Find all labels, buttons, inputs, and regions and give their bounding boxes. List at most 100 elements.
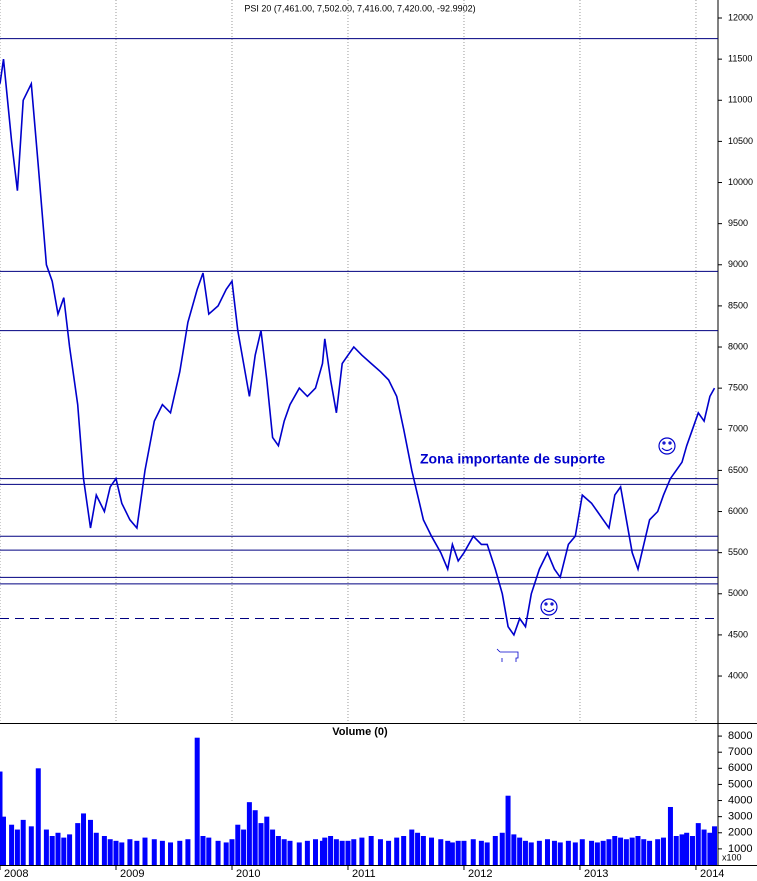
volume-bar (401, 835, 407, 865)
volume-bar (55, 832, 61, 865)
volume-bar (667, 806, 673, 865)
y-tick-label: 10500 (728, 136, 753, 146)
volume-bar (223, 842, 229, 865)
volume-bar (119, 842, 125, 865)
volume-bar (492, 835, 498, 865)
x-tick-label: 2014 (700, 868, 724, 880)
volume-bar (449, 842, 455, 865)
volume-bar (701, 829, 707, 865)
y-tick-label: 6500 (728, 465, 748, 475)
x-tick-label: 2009 (120, 868, 144, 880)
volume-bar (28, 826, 34, 865)
volume-bar (528, 842, 534, 865)
x-tick-label: 2013 (584, 868, 608, 880)
volume-bar (270, 829, 276, 865)
volume-bar (551, 840, 557, 865)
volume-bar (235, 824, 241, 865)
y-tick-label: 11000 (728, 95, 752, 105)
volume-bar (9, 824, 15, 865)
volume-bar (606, 839, 612, 865)
volume-bar (695, 823, 701, 865)
volume-bar (684, 832, 690, 865)
volume-bar (499, 832, 505, 865)
volume-bar (511, 834, 517, 865)
y-tick-label: 9000 (728, 259, 748, 269)
volume-bar (0, 816, 6, 865)
x-tick-label: 2010 (236, 868, 260, 880)
volume-bar (264, 816, 270, 865)
volume-bar (536, 840, 542, 865)
smiley-icons (496, 437, 676, 662)
volume-bar (304, 840, 310, 865)
volume-bar (75, 823, 81, 865)
volume-multiplier: x100 (722, 852, 742, 862)
volume-bar (339, 840, 345, 865)
volume-bar (35, 768, 41, 865)
volume-bar (258, 823, 264, 865)
volume-bar (87, 819, 93, 865)
y-tick-label: 9500 (728, 218, 748, 228)
volume-bar (655, 839, 661, 865)
volume-bar (522, 840, 528, 865)
volume-bar (377, 839, 383, 865)
volume-bar (689, 835, 695, 865)
x-tick-label: 2011 (352, 868, 376, 880)
volume-bar (544, 839, 550, 865)
y-tick-label: 6000 (728, 506, 748, 516)
volume-bar (470, 839, 476, 865)
volume-bar (557, 842, 563, 865)
volume-bar (478, 840, 484, 865)
volume-bar (67, 834, 73, 865)
volume-bar (679, 834, 685, 865)
volume-bar (328, 835, 334, 865)
volume-bar (415, 832, 421, 865)
volume-bar (409, 829, 415, 865)
volume-bar (438, 839, 444, 865)
volume-bar (43, 829, 49, 865)
volume-bar (660, 837, 666, 865)
volume-bar (296, 842, 302, 865)
volume-bar (517, 837, 523, 865)
volume-bar (113, 840, 119, 865)
volume-bar (629, 837, 635, 865)
y-tick-label: 8000 (728, 730, 752, 742)
y-tick-label: 8500 (728, 300, 748, 310)
y-tick-label: 1000 (728, 843, 752, 855)
y-tick-label: 5500 (728, 547, 748, 557)
price-line (0, 58, 716, 637)
y-tick-label: 3000 (728, 811, 752, 823)
volume-bar (134, 840, 140, 865)
x-tick-label: 2008 (4, 868, 28, 880)
volume-bar (81, 813, 87, 865)
volume-bar (572, 842, 578, 865)
volume-bar (594, 842, 600, 865)
volume-bar (368, 835, 374, 865)
volume-bar (635, 835, 641, 865)
volume-bar (215, 840, 221, 865)
y-tick-label: 4500 (728, 629, 748, 639)
y-tick-label: 7000 (728, 746, 752, 758)
volume-bar (14, 829, 20, 865)
volume-bar (229, 839, 235, 865)
volume-bar (359, 837, 365, 865)
volume-bar (623, 839, 629, 865)
y-tick-label: 2000 (728, 827, 752, 839)
y-tick-label: 10000 (728, 177, 753, 187)
volume-bar (345, 840, 351, 865)
y-tick-label: 12000 (728, 12, 753, 22)
volume-bar (206, 837, 212, 865)
volume-bar (194, 737, 200, 865)
volume-bar (565, 840, 571, 865)
volume-bar (445, 840, 451, 865)
volume-bar (641, 839, 647, 865)
volume-bar (281, 839, 287, 865)
volume-bar (351, 839, 357, 865)
volume-bar (252, 810, 258, 865)
volume-bar (612, 835, 618, 865)
y-tick-label: 6000 (728, 762, 752, 774)
volume-bar (200, 835, 206, 865)
volume-bar (159, 840, 165, 865)
y-tick-label: 4000 (728, 794, 752, 806)
